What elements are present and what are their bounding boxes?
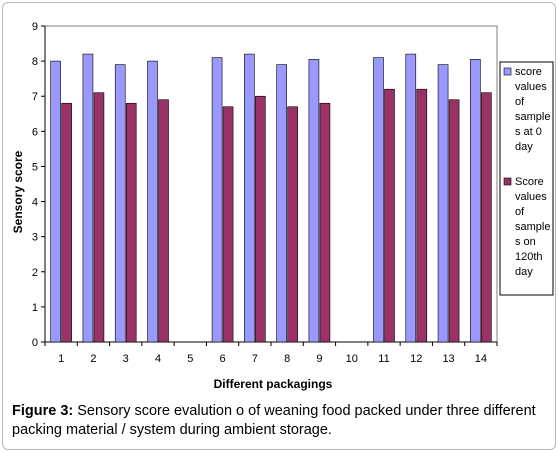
bar (211, 57, 223, 343)
legend-entry-line: values (515, 191, 547, 203)
bar (276, 64, 287, 343)
legend-entry-line: s on (515, 236, 536, 248)
bar (222, 106, 234, 343)
figure-caption: Figure 3: Sensory score evalution o of w… (12, 402, 542, 440)
x-tick-label: 6 (220, 353, 226, 365)
legend-entry-line: score (515, 66, 542, 78)
x-tick-label: 7 (252, 353, 258, 365)
x-tick-label: 3 (123, 353, 129, 365)
y-tick-label: 9 (32, 21, 38, 33)
y-tick-label: 5 (32, 161, 38, 173)
legend-entry-line: s at 0 (515, 126, 542, 138)
caption-label: Figure 3: (12, 403, 74, 419)
y-tick-label: 3 (32, 232, 38, 244)
x-tick-label: 1 (58, 353, 64, 365)
bar (405, 53, 417, 343)
bar (114, 64, 126, 343)
plot-border (44, 25, 498, 343)
bar (384, 88, 395, 343)
bar (416, 88, 428, 343)
x-tick-label: 9 (316, 353, 322, 365)
bar (255, 95, 266, 343)
bar (470, 59, 481, 343)
bar (82, 53, 94, 343)
legend-swatch (503, 67, 512, 76)
legend-entry-line: values (515, 81, 547, 93)
bar (319, 102, 331, 343)
legend-entry-line: sample (515, 111, 550, 123)
bar (125, 102, 137, 343)
x-tick-label: 14 (475, 353, 487, 365)
x-tick-label: 13 (442, 353, 454, 365)
bar (308, 59, 320, 343)
bar (481, 92, 492, 343)
bar (50, 60, 61, 343)
bar (448, 99, 460, 343)
y-axis-label: Sensory score (11, 150, 25, 233)
bar (158, 99, 169, 343)
legend-entry-line: of (515, 206, 525, 218)
caption-text: Sensory score evalution o of weaning foo… (12, 403, 536, 438)
legend-entry-line: 120th (515, 251, 543, 263)
x-axis-label: Different packagings (214, 377, 333, 391)
x-tick-label: 11 (378, 353, 389, 365)
x-tick-label: 4 (155, 353, 161, 365)
bar (93, 92, 105, 343)
bars (50, 53, 492, 343)
legend-entry-line: day (515, 141, 533, 153)
y-axis-ticks: 0 1 2 3 4 5 6 7 8 9 (32, 21, 45, 349)
x-axis-ticks: 1 2 3 4 5 6 7 8 9 10 11 12 13 14 (44, 342, 498, 365)
bar (244, 53, 255, 343)
legend-entry-line: of (515, 96, 525, 108)
bar (147, 60, 158, 343)
bar (287, 106, 298, 343)
y-tick-label: 6 (32, 126, 38, 138)
legend-entry-line: day (515, 266, 533, 278)
x-tick-label: 10 (346, 353, 358, 365)
plot-area (44, 25, 498, 343)
bar (437, 64, 449, 343)
legend-entry-line: sample (515, 221, 550, 233)
y-tick-label: 0 (32, 337, 38, 349)
y-tick-label: 1 (32, 302, 38, 314)
x-tick-label: 5 (187, 353, 193, 365)
bar (61, 102, 72, 343)
legend-entry-line: Score (515, 176, 544, 188)
x-tick-label: 2 (90, 353, 96, 365)
legend-swatch (503, 177, 512, 186)
y-tick-label: 8 (32, 56, 38, 68)
y-tick-label: 4 (32, 197, 38, 209)
x-tick-label: 12 (410, 353, 422, 365)
bar (373, 57, 384, 343)
y-tick-label: 2 (32, 267, 38, 279)
x-tick-label: 8 (284, 353, 290, 365)
y-tick-label: 7 (32, 91, 38, 103)
legend: score values of sample s at 0 day Score values o… (499, 61, 554, 296)
